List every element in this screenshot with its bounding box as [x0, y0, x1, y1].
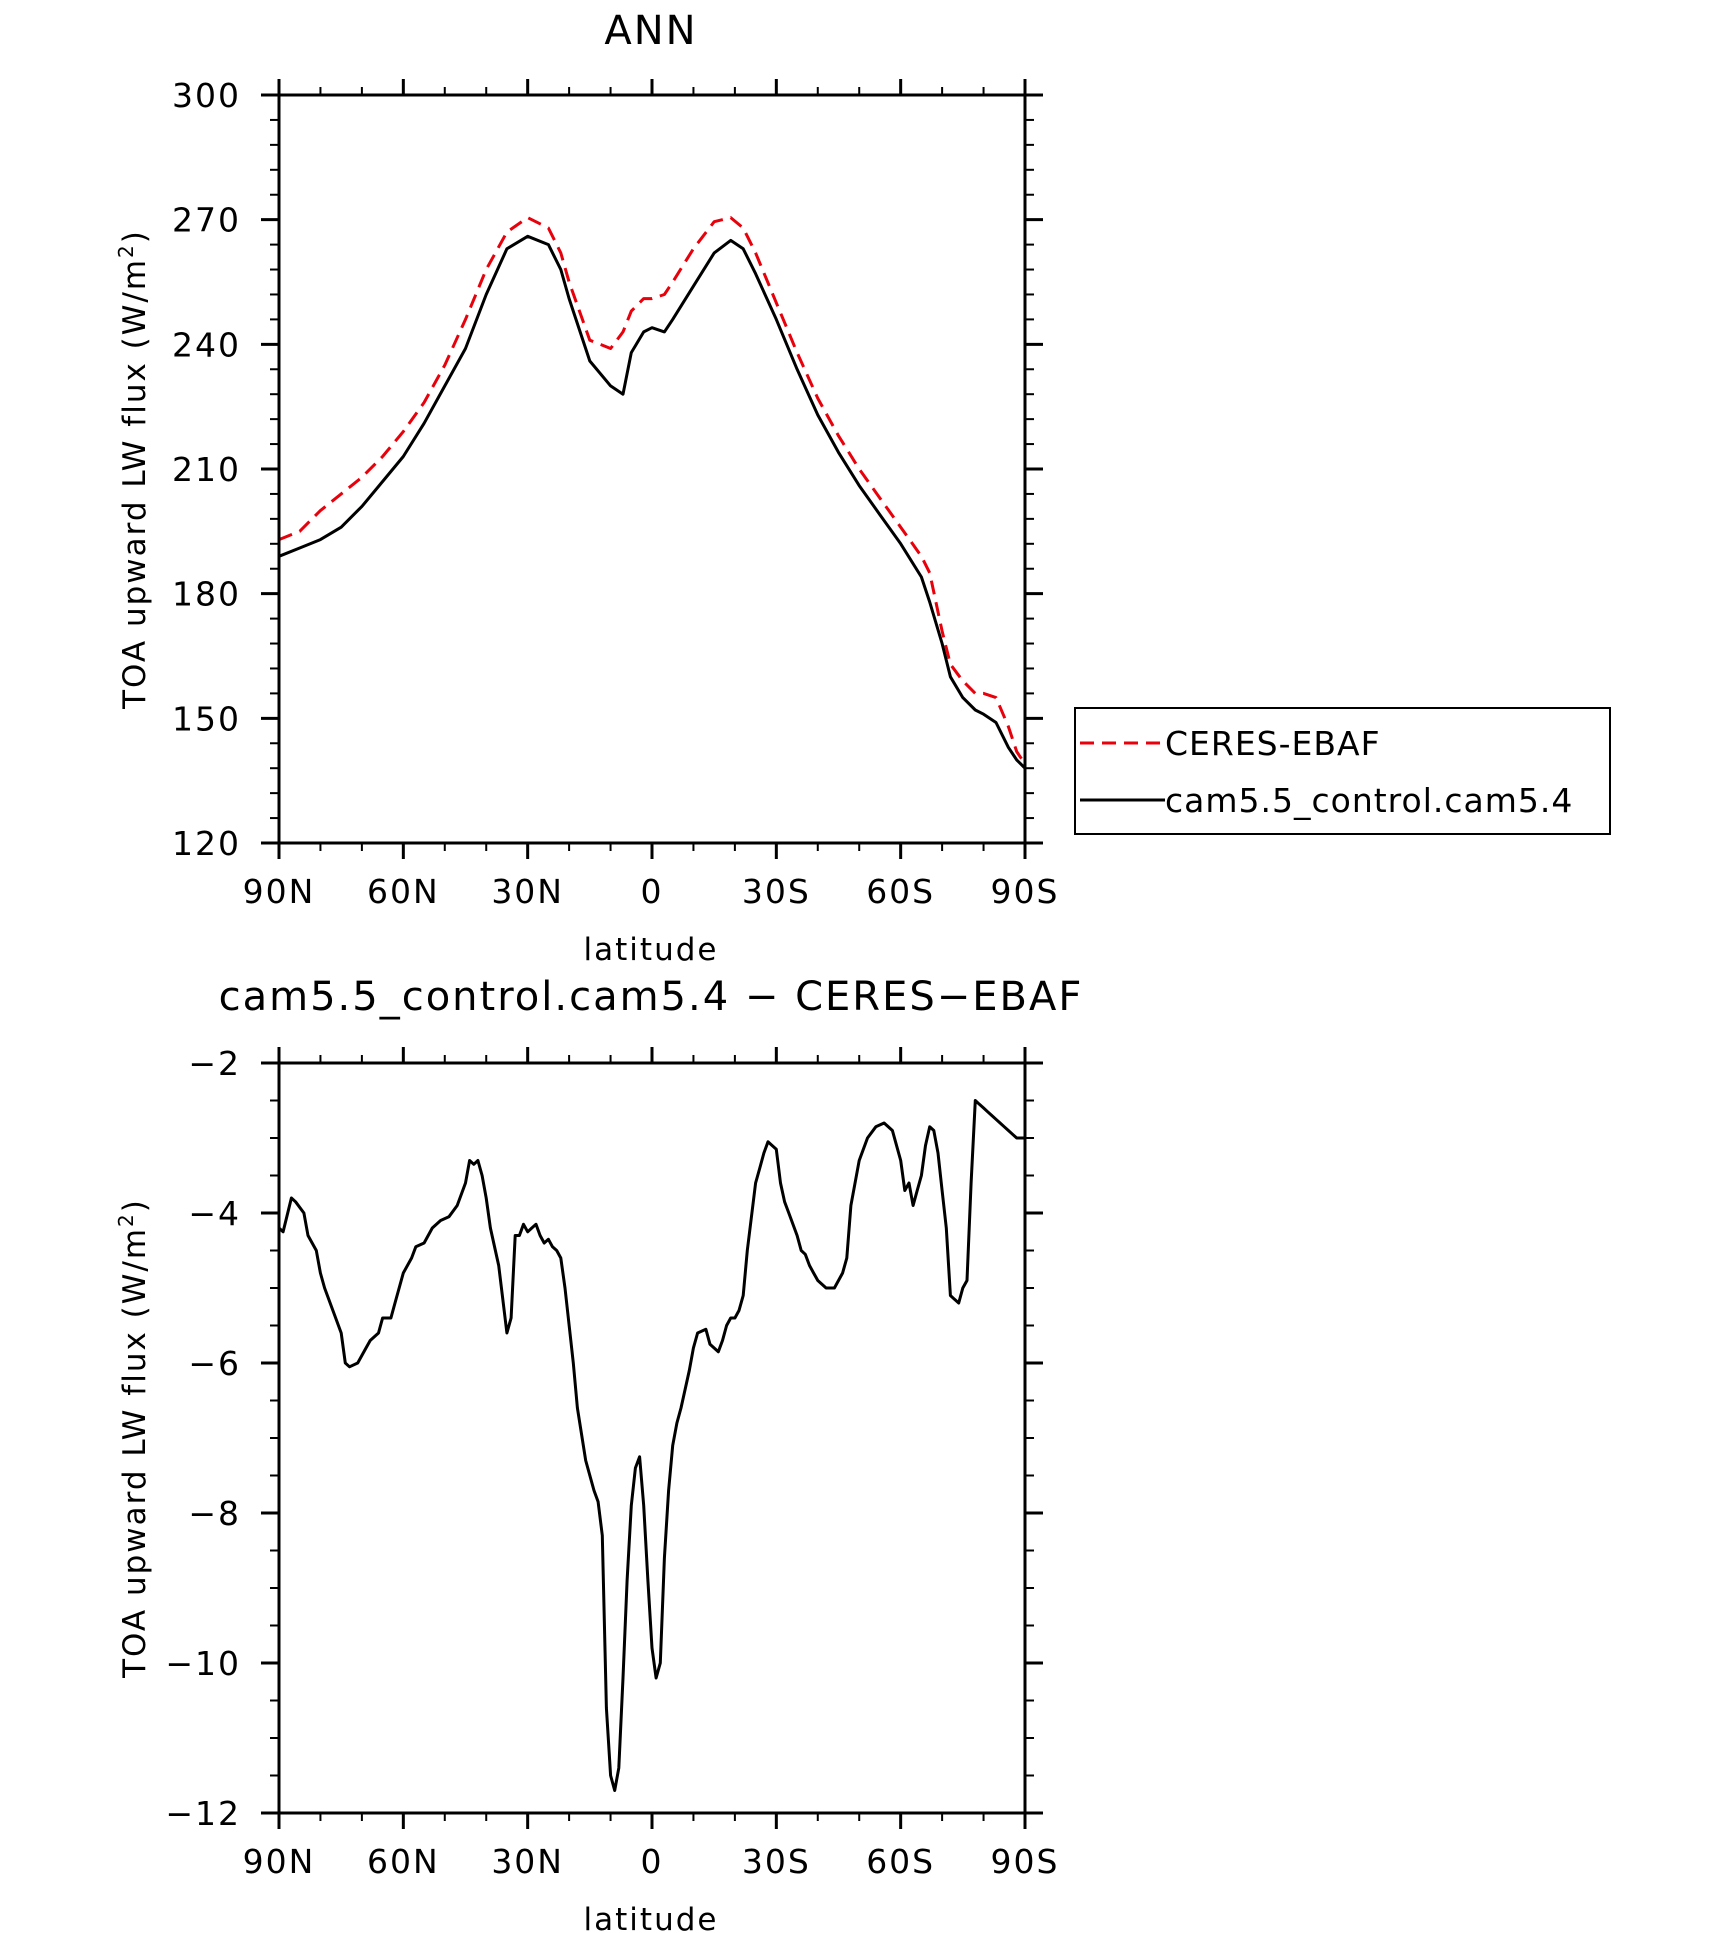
bottom-y-tick-label: −4: [188, 1194, 241, 1233]
top-x-tick-label: 0: [641, 872, 664, 911]
bottom-y-tick-label: −12: [165, 1794, 241, 1833]
bottom-x-tick-label: 30N: [491, 1842, 564, 1881]
bottom-x-tick-label: 30S: [742, 1842, 811, 1881]
bottom-x-tick-label: 90S: [991, 1842, 1060, 1881]
bottom-x-tick-label: 0: [641, 1842, 664, 1881]
top-y-tick-label: 210: [172, 450, 241, 489]
bottom-y-tick-label: −6: [188, 1344, 241, 1383]
bottom-series-line-0: [277, 1099, 1025, 1792]
top-y-tick-label: 180: [172, 575, 241, 614]
bottom-x-axis-label: latitude: [584, 1902, 719, 1933]
bottom-y-axis-label: TOA upward LW flux (W/m2): [114, 1198, 153, 1679]
legend: CERES-EBAF cam5.5_control.cam5.4: [1074, 707, 1611, 835]
bottom-y-tick-label: −8: [188, 1494, 241, 1533]
top-series-line-0: [278, 216, 1027, 765]
bottom-y-tick-label: −2: [188, 1044, 241, 1083]
top-x-tick-label: 90N: [243, 872, 316, 911]
bottom-y-tick-label: −10: [165, 1644, 241, 1683]
top-x-tick-label: 60S: [866, 872, 935, 911]
top-y-tick-label: 270: [172, 201, 241, 240]
top-x-axis-label: latitude: [584, 932, 719, 968]
top-y-tick-label: 120: [172, 824, 241, 863]
top-x-tick-label: 30S: [742, 872, 811, 911]
top-y-axis-label: TOA upward LW flux (W/m2): [114, 229, 153, 710]
bottom-panel: cam5.5_control.cam5.4 − CERES−EBAF 90N 60…: [114, 974, 1084, 1933]
legend-label-cam5: cam5.5_control.cam5.4: [1165, 781, 1573, 820]
bottom-x-tick-label: 60N: [367, 1842, 440, 1881]
top-y-tick-label: 150: [172, 699, 241, 738]
top-chart-title: ANN: [604, 8, 697, 54]
top-series-line-1: [278, 234, 1027, 770]
top-x-tick-label: 60N: [367, 872, 440, 911]
legend-label-ceres-ebaf: CERES-EBAF: [1165, 724, 1381, 763]
legend-box: [1074, 707, 1611, 835]
top-plot-frame: [277, 93, 1027, 845]
bottom-x-tick-label: 90N: [243, 1842, 316, 1881]
top-y-tick-label: 240: [172, 325, 241, 364]
top-x-tick-label: 30N: [491, 872, 564, 911]
bottom-chart-title: cam5.5_control.cam5.4 − CERES−EBAF: [219, 974, 1084, 1020]
top-panel: ANN 90N 60N 30N 0 30S 60S 90S 120 150 180 210 240 27…: [114, 8, 1611, 968]
bottom-plot-frame: [277, 1061, 1027, 1815]
top-x-tick-label: 90S: [991, 872, 1060, 911]
bottom-x-tick-label: 60S: [866, 1842, 935, 1881]
top-y-tick-label: 300: [172, 76, 241, 115]
